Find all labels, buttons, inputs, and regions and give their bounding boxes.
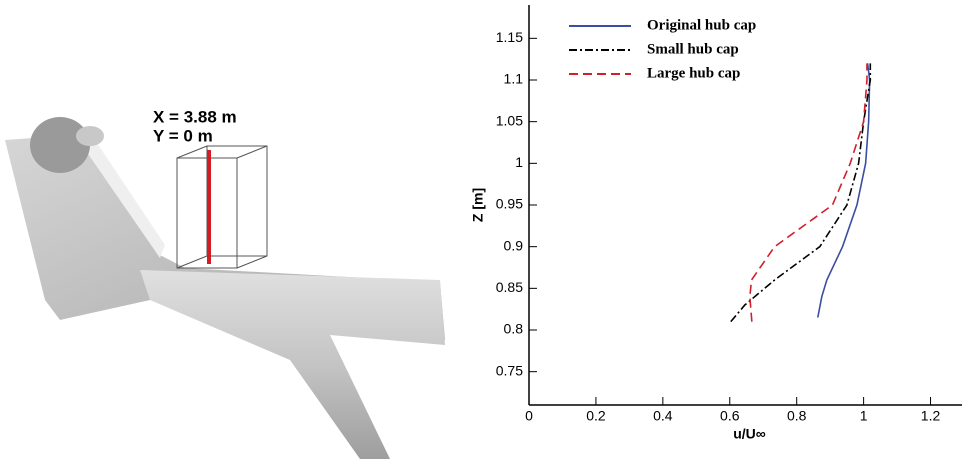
x-axis-label: u/U∞: [733, 426, 766, 442]
line: [816, 63, 871, 318]
y-tick-label: 0.75: [496, 362, 523, 378]
x-tick-label: 0.8: [787, 408, 807, 424]
line: [730, 63, 872, 323]
y-axis-label: Z [m]: [470, 188, 486, 222]
x-tick-label: 0.6: [720, 408, 740, 424]
hub: [30, 117, 90, 173]
y-tick-label: 1.05: [496, 112, 523, 128]
y-tick-label: 0.8: [504, 321, 524, 337]
probe-box: [176, 145, 268, 269]
y-tick-label: 0.95: [496, 196, 523, 212]
x-tick-label: 1: [860, 408, 868, 424]
annotation: X = 3.88 m: [153, 107, 237, 126]
y-tick-label: 0.85: [496, 279, 523, 295]
legend-label: Small hub cap: [647, 41, 739, 57]
legend-label: Original hub cap: [647, 17, 756, 33]
annotation: Y = 0 m: [153, 126, 213, 145]
y-tick-label: 1.15: [496, 29, 523, 45]
hub-cap: [76, 126, 104, 146]
x-tick-label: 0.4: [653, 408, 673, 424]
fin-edge: [75, 135, 165, 258]
legend-label: Large hub cap: [647, 65, 740, 81]
y-tick-label: 1: [515, 154, 523, 170]
tail-boom: [140, 270, 445, 459]
render: X = 3.88 m Y = 0 m: [5, 107, 445, 459]
y-tick-label: 0.9: [504, 237, 524, 253]
x-tick-label: 0: [525, 408, 533, 424]
x-tick-label: 0.2: [586, 408, 606, 424]
x-tick-label: 1.2: [921, 408, 941, 424]
line: [749, 63, 868, 322]
y-tick-label: 1.1: [504, 71, 524, 87]
